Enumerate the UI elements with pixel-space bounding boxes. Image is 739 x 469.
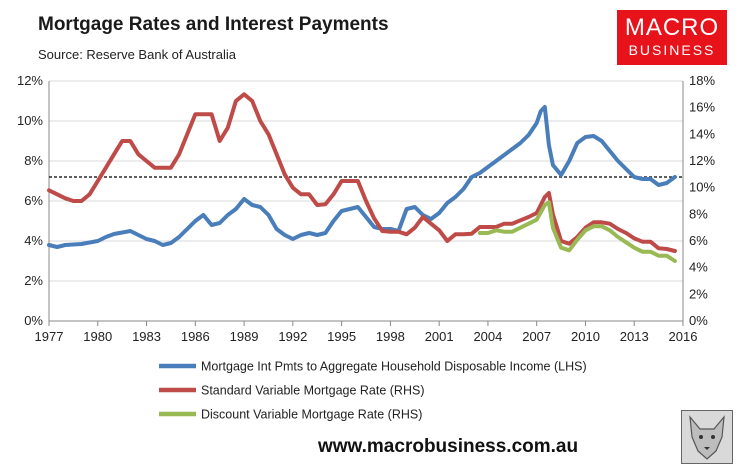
discount-rate-line bbox=[477, 200, 677, 263]
right-tick-label: 18% bbox=[689, 73, 715, 88]
right-tick-label: 4% bbox=[689, 260, 708, 275]
left-tick-label: 8% bbox=[24, 153, 43, 168]
left-tick-label: 0% bbox=[24, 313, 43, 328]
website-url[interactable]: www.macrobusiness.com.au bbox=[318, 436, 579, 457]
wolf-mascot-icon bbox=[681, 410, 733, 464]
x-tick-label: 1977 bbox=[35, 329, 64, 344]
left-tick-label: 2% bbox=[24, 273, 43, 288]
right-tick-label: 0% bbox=[689, 313, 708, 328]
series-lines bbox=[47, 92, 677, 263]
logo-line1: MACRO bbox=[624, 14, 720, 41]
x-tick-label: 2016 bbox=[669, 329, 698, 344]
standard-rate-line bbox=[47, 92, 677, 253]
legend-item-standard-label: Standard Variable Mortgage Rate (RHS) bbox=[201, 384, 425, 398]
chart-title: Mortgage Rates and Interest Payments bbox=[38, 14, 389, 35]
left-tick-label: 6% bbox=[24, 193, 43, 208]
x-tick-label: 1998 bbox=[376, 329, 405, 344]
chart-subtitle: Source: Reserve Bank of Australia bbox=[38, 47, 236, 62]
x-tick-label: 2001 bbox=[425, 329, 454, 344]
x-tick-label: 1980 bbox=[83, 329, 112, 344]
right-tick-label: 2% bbox=[689, 286, 708, 301]
right-tick-label: 12% bbox=[689, 153, 715, 168]
right-tick-label: 8% bbox=[689, 206, 708, 221]
x-tick-label: 1983 bbox=[132, 329, 161, 344]
right-tick-label: 10% bbox=[689, 180, 715, 195]
x-tick-label: 1995 bbox=[327, 329, 356, 344]
left-tick-label: 10% bbox=[17, 113, 43, 128]
x-tick-label: 2010 bbox=[571, 329, 600, 344]
right-tick-label: 6% bbox=[689, 233, 708, 248]
left-tick-label: 12% bbox=[17, 73, 43, 88]
right-tick-label: 16% bbox=[689, 100, 715, 115]
x-tick-label: 2004 bbox=[473, 329, 502, 344]
legend: Mortgage Int Pmts to Aggregate Household… bbox=[159, 360, 587, 422]
x-tick-label: 1989 bbox=[230, 329, 259, 344]
right-tick-label: 14% bbox=[689, 126, 715, 141]
x-tick-label: 2007 bbox=[522, 329, 551, 344]
x-axis-ticks: 1977 1980 1983 1986 1989 1992 1995 1998 2001 2004… bbox=[35, 321, 698, 344]
macrobusiness-logo: MACRO BUSINESS bbox=[617, 10, 727, 65]
x-tick-label: 1986 bbox=[181, 329, 210, 344]
left-axis-ticks: 0% 2% 4% 6% 8% 10% 12% bbox=[17, 73, 43, 328]
right-axis-ticks: 0% 2% 4% 6% 8% 10% 12% 14% 16% 18% bbox=[689, 73, 715, 328]
legend-item-discount-label: Discount Variable Mortgage Rate (RHS) bbox=[201, 408, 422, 422]
left-tick-label: 4% bbox=[24, 233, 43, 248]
x-tick-label: 2013 bbox=[620, 329, 649, 344]
legend-item-int-pmts-label: Mortgage Int Pmts to Aggregate Household… bbox=[201, 360, 587, 374]
x-tick-label: 1992 bbox=[278, 329, 307, 344]
logo-line2: BUSINESS bbox=[628, 42, 716, 58]
